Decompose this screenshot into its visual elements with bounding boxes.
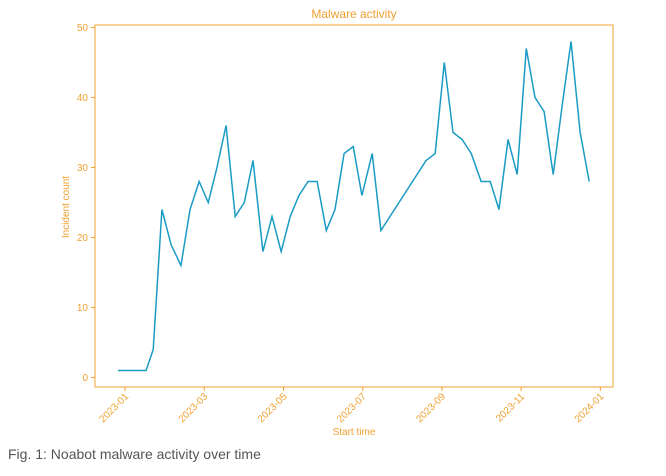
- x-tick-label: 2023-09: [414, 391, 448, 425]
- plot-frame: [94, 24, 614, 388]
- caption: Fig. 1: Noabot malware activity over tim…: [8, 446, 261, 462]
- y-tick-label: 20: [77, 233, 89, 244]
- chart-title: Malware activity: [311, 7, 396, 21]
- data-line: [117, 41, 590, 372]
- y-tick-label: 0: [82, 373, 88, 384]
- x-axis-label: Start time: [333, 427, 376, 438]
- y-tick-label: 10: [77, 303, 89, 314]
- chart: Malware activity Start time Incident cou…: [61, 7, 614, 438]
- y-tick-label: 50: [77, 23, 89, 34]
- y-axis-label: Incident count: [61, 176, 72, 238]
- y-tick-label: 40: [77, 93, 89, 104]
- x-tick-label: 2023-11: [494, 391, 528, 425]
- x-tick-label: 2023-01: [97, 391, 131, 425]
- x-tick-label: 2024-01: [573, 391, 607, 425]
- x-tick-label: 2023-07: [335, 391, 369, 425]
- x-tick-label: 2023-03: [177, 391, 211, 425]
- x-tick-label: 2023-05: [256, 391, 290, 425]
- y-tick-label: 30: [77, 163, 89, 174]
